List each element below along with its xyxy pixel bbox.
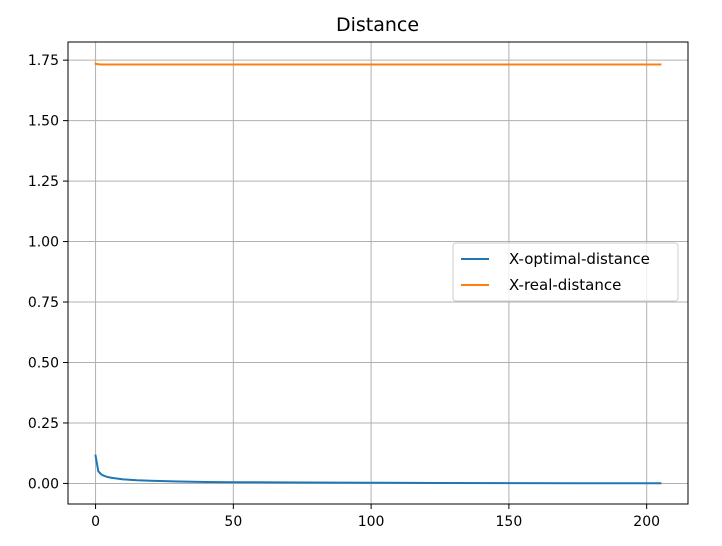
y-tick-label: 0.00 bbox=[28, 476, 59, 492]
x-tick-label: 50 bbox=[224, 514, 242, 530]
legend: X-optimal-distance X-real-distance bbox=[452, 242, 679, 302]
series-line-2 bbox=[94, 62, 662, 66]
series-layer bbox=[94, 62, 662, 485]
y-tick-label: 0.75 bbox=[28, 295, 59, 311]
y-tick-label: 0.50 bbox=[28, 355, 59, 371]
y-tick-label: 1.50 bbox=[28, 114, 59, 130]
x-tick-label: 0 bbox=[91, 514, 100, 530]
legend-box bbox=[452, 242, 679, 302]
legend-label: X-real-distance bbox=[509, 276, 621, 294]
y-tick-label: 1.75 bbox=[28, 53, 59, 69]
y-tick-label: 0.25 bbox=[28, 416, 59, 432]
y-tick-label: 1.00 bbox=[28, 235, 59, 251]
x-tick-label: 200 bbox=[633, 514, 660, 530]
chart-title: Distance bbox=[336, 14, 419, 36]
plot-frame bbox=[67, 41, 689, 505]
series-line-1 bbox=[94, 454, 662, 485]
x-tick-label: 150 bbox=[496, 514, 523, 530]
x-axis: 0 50 100 150 200 bbox=[91, 504, 660, 530]
x-tick-label: 100 bbox=[358, 514, 385, 530]
y-tick-label: 1.25 bbox=[28, 174, 59, 190]
y-axis: 0.00 0.25 0.50 0.75 1.00 1.25 1.50 1.75 bbox=[28, 53, 68, 492]
legend-label: X-optimal-distance bbox=[509, 250, 650, 268]
